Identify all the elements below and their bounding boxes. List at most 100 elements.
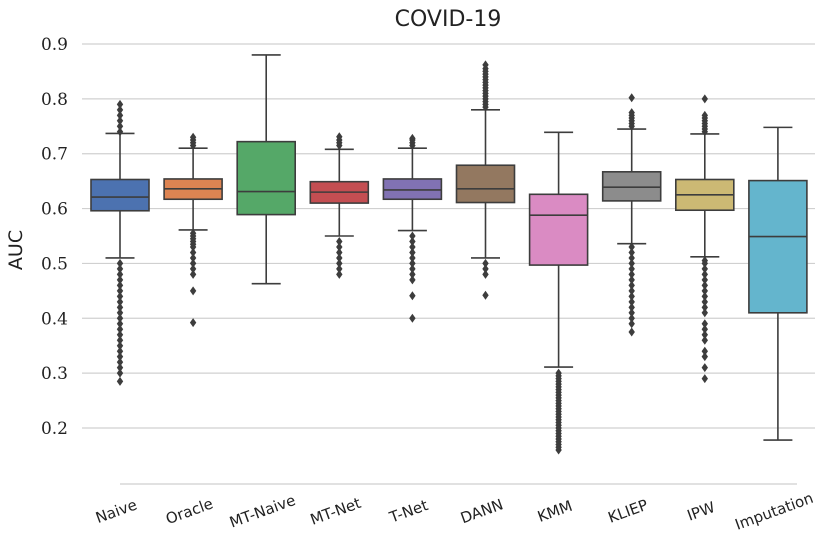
outlier-point: [409, 269, 416, 279]
y-tick-label: 0.8: [41, 90, 68, 110]
outlier-point: [189, 132, 197, 142]
box-t-net: [382, 133, 443, 323]
outlier-point: [701, 264, 708, 274]
outlier-point: [116, 368, 124, 378]
outlier-point: [701, 319, 708, 329]
outlier-point: [336, 242, 343, 252]
y-tick-label: 0.9: [41, 35, 68, 55]
outlier-point: [189, 242, 197, 252]
outlier-point: [116, 330, 124, 340]
iqr-box: [601, 171, 662, 202]
y-axis-label: AUC: [5, 230, 27, 270]
y-tick-label: 0.6: [41, 200, 68, 220]
outlier-point: [336, 236, 343, 246]
outlier-point: [336, 269, 343, 279]
outlier-point: [628, 275, 635, 285]
outlier-point: [409, 133, 416, 143]
x-tick-label: MT-Naive: [227, 491, 298, 531]
outlier-point: [336, 258, 343, 268]
outlier-point: [116, 121, 124, 131]
outlier-point: [482, 290, 489, 300]
outlier-point: [189, 264, 197, 274]
outlier-point: [116, 335, 124, 345]
outlier-point: [628, 258, 635, 268]
outlier-point: [336, 247, 343, 257]
outlier-point: [116, 110, 124, 120]
outlier-point: [701, 330, 708, 340]
outlier-point: [116, 346, 124, 356]
outlier-point: [116, 308, 124, 318]
outlier-point: [628, 253, 635, 263]
boxes: [90, 54, 808, 455]
outlier-point: [482, 269, 489, 279]
outlier-point: [701, 110, 708, 120]
outlier-point: [628, 247, 635, 257]
outlier-point: [701, 352, 708, 362]
outlier-point: [482, 264, 489, 274]
outlier-point: [701, 374, 708, 384]
box-kliep: [601, 93, 662, 337]
outlier-point: [409, 264, 416, 274]
outlier-point: [628, 264, 635, 274]
outlier-point: [116, 352, 124, 362]
outlier-point: [409, 313, 416, 323]
outlier-point: [701, 269, 708, 279]
outlier-point: [701, 286, 708, 296]
outlier-point: [701, 363, 708, 373]
outlier-point: [116, 324, 124, 334]
outlier-point: [189, 247, 197, 257]
outlier-point: [116, 275, 124, 285]
outlier-point: [116, 269, 124, 279]
outlier-point: [116, 363, 124, 373]
iqr-box: [455, 164, 516, 204]
outlier-point: [189, 253, 197, 263]
outlier-point: [701, 291, 708, 301]
outlier-point: [116, 357, 124, 367]
outlier-point: [482, 60, 489, 70]
y-axis-ticks: 0.2 0.3 0.4 0.5 0.6 0.7 0.8 0.9: [41, 35, 68, 439]
outlier-point: [701, 94, 708, 104]
outlier-point: [628, 302, 635, 312]
outlier-point: [409, 258, 416, 268]
outlier-point: [628, 93, 635, 103]
y-tick-label: 0.4: [41, 309, 68, 329]
outlier-point: [628, 269, 635, 279]
outlier-point: [189, 258, 197, 268]
box-imputation: [748, 126, 808, 441]
outlier-point: [116, 286, 124, 296]
x-tick-label: KLIEP: [606, 496, 651, 527]
outlier-point: [628, 280, 635, 290]
x-tick-label: T-Net: [386, 496, 430, 527]
outlier-point: [116, 297, 124, 307]
iqr-box: [236, 140, 296, 216]
outlier-point: [628, 297, 635, 307]
outlier-point: [628, 108, 635, 118]
iqr-box: [528, 193, 589, 266]
iqr-box: [748, 179, 808, 314]
outlier-point: [116, 341, 124, 351]
grid-lines: [82, 43, 815, 429]
outlier-point: [701, 346, 708, 356]
outlier-point: [409, 253, 416, 263]
y-tick-label: 0.7: [41, 145, 68, 165]
outlier-point: [409, 291, 416, 301]
outlier-point: [628, 286, 635, 296]
x-tick-label: KMM: [535, 497, 575, 526]
box-naive: [90, 99, 150, 386]
outlier-point: [116, 99, 124, 109]
box-oracle: [163, 132, 223, 328]
box-kmm: [528, 131, 589, 455]
outlier-point: [409, 247, 416, 257]
outlier-point: [336, 132, 343, 142]
outlier-point: [116, 302, 124, 312]
x-axis-ticks: Naive Oracle MT-Naive MT-Net T-Net DANN KMM KLI…: [93, 489, 816, 534]
x-tick-label: IPW: [685, 498, 718, 525]
outlier-point: [336, 253, 343, 263]
outlier-point: [116, 116, 124, 126]
outlier-point: [189, 269, 197, 279]
outlier-point: [116, 258, 124, 268]
outlier-point: [336, 264, 343, 274]
outlier-point: [409, 231, 416, 241]
outlier-point: [628, 327, 635, 337]
